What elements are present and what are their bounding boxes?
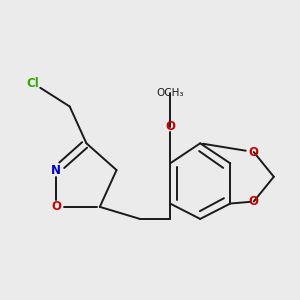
Text: O: O bbox=[249, 195, 259, 208]
Text: O: O bbox=[165, 120, 175, 133]
Text: Cl: Cl bbox=[26, 76, 39, 90]
Text: O: O bbox=[51, 200, 61, 213]
Text: OCH₃: OCH₃ bbox=[156, 88, 184, 98]
Text: N: N bbox=[51, 164, 61, 177]
Text: O: O bbox=[249, 146, 259, 158]
